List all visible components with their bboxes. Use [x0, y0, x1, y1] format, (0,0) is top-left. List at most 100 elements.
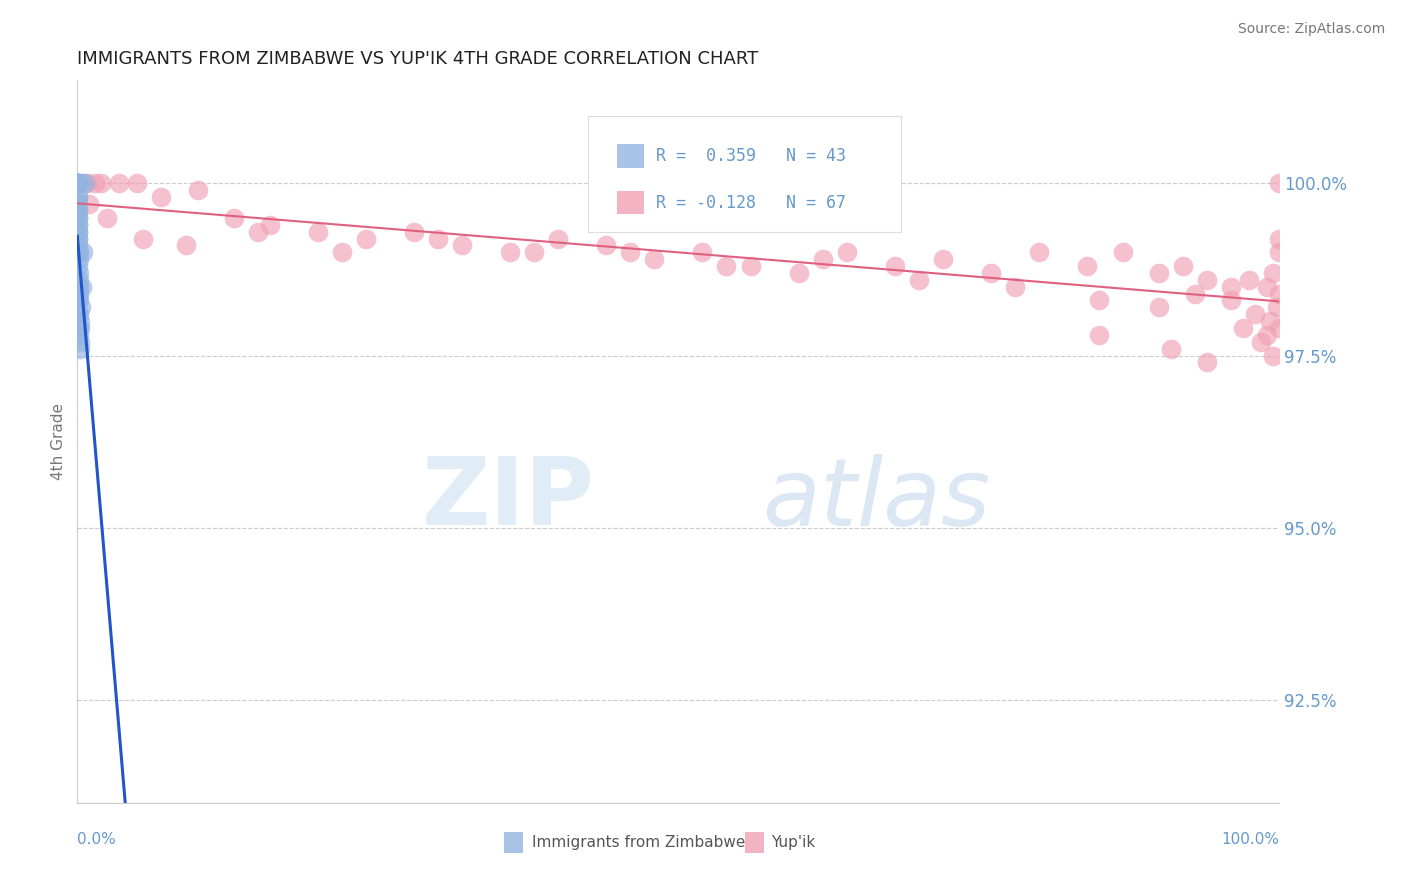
Point — [132, 231, 155, 245]
Point — [1112, 245, 1135, 260]
Bar — [617, 145, 644, 168]
Point — [108, 177, 131, 191]
Point — [1004, 279, 1026, 293]
Point — [69, 334, 91, 349]
Point — [66, 204, 89, 219]
Point — [740, 259, 762, 273]
Point — [186, 183, 209, 197]
Point — [66, 177, 89, 191]
Point — [127, 177, 149, 191]
Text: R =  0.359   N = 43: R = 0.359 N = 43 — [655, 147, 845, 165]
Point — [402, 225, 425, 239]
Point — [67, 307, 90, 321]
Bar — [617, 191, 644, 214]
Point — [96, 211, 118, 225]
Point — [499, 245, 522, 260]
Point — [70, 279, 93, 293]
Point — [67, 266, 90, 280]
Text: atlas: atlas — [762, 454, 991, 545]
Point — [716, 259, 738, 273]
Point — [1197, 355, 1219, 369]
Point — [1239, 273, 1261, 287]
Point — [84, 177, 107, 191]
Point — [692, 245, 714, 260]
Point — [787, 266, 810, 280]
Point — [67, 279, 90, 293]
Point — [66, 177, 89, 191]
Point — [1076, 259, 1098, 273]
Point — [79, 197, 101, 211]
Point — [1258, 314, 1281, 328]
Point — [1197, 273, 1219, 287]
Point — [1220, 279, 1243, 293]
Point — [67, 231, 90, 245]
Point — [174, 238, 197, 252]
Point — [67, 245, 90, 260]
Point — [1160, 342, 1182, 356]
Point — [66, 238, 89, 252]
Point — [67, 218, 90, 232]
Point — [69, 327, 91, 342]
Point — [66, 225, 89, 239]
Text: Source: ZipAtlas.com: Source: ZipAtlas.com — [1237, 22, 1385, 37]
Point — [76, 177, 98, 191]
Point — [811, 252, 834, 267]
Point — [69, 321, 91, 335]
Point — [980, 266, 1002, 280]
Point — [73, 177, 96, 191]
Point — [222, 211, 245, 225]
Point — [1028, 245, 1050, 260]
Point — [307, 225, 329, 239]
Point — [66, 190, 89, 204]
Point — [1232, 321, 1254, 335]
Point — [883, 259, 905, 273]
Point — [66, 190, 89, 204]
Point — [835, 245, 858, 260]
Point — [1268, 177, 1291, 191]
Point — [523, 245, 546, 260]
Point — [1263, 349, 1285, 363]
Point — [259, 218, 281, 232]
Point — [66, 177, 89, 191]
Y-axis label: 4th Grade: 4th Grade — [51, 403, 66, 480]
Point — [451, 238, 474, 252]
Point — [1149, 301, 1171, 315]
Bar — [745, 832, 763, 853]
Point — [595, 238, 617, 252]
Point — [643, 252, 665, 267]
Point — [1244, 307, 1267, 321]
Point — [66, 177, 89, 191]
Point — [1149, 266, 1171, 280]
Point — [67, 307, 90, 321]
Point — [1220, 293, 1243, 308]
Text: Immigrants from Zimbabwe: Immigrants from Zimbabwe — [531, 835, 745, 850]
Point — [67, 321, 90, 335]
Point — [67, 245, 90, 260]
Bar — [505, 832, 523, 853]
Point — [1173, 259, 1195, 273]
Point — [1250, 334, 1272, 349]
Point — [72, 245, 94, 260]
Text: ZIP: ZIP — [422, 453, 595, 545]
Point — [67, 225, 90, 239]
Point — [69, 301, 91, 315]
Point — [427, 231, 450, 245]
Point — [1265, 301, 1288, 315]
Point — [908, 273, 931, 287]
Point — [932, 252, 955, 267]
Point — [1268, 321, 1291, 335]
Point — [67, 293, 90, 308]
Point — [66, 177, 89, 191]
Text: 0.0%: 0.0% — [77, 831, 117, 847]
Point — [1268, 286, 1291, 301]
Text: 100.0%: 100.0% — [1222, 831, 1279, 847]
FancyBboxPatch shape — [588, 116, 901, 232]
Point — [1184, 286, 1206, 301]
Point — [150, 190, 173, 204]
Point — [67, 293, 90, 308]
Point — [1268, 245, 1291, 260]
Point — [66, 211, 89, 225]
Point — [66, 204, 89, 219]
Point — [67, 259, 90, 273]
Point — [66, 218, 89, 232]
